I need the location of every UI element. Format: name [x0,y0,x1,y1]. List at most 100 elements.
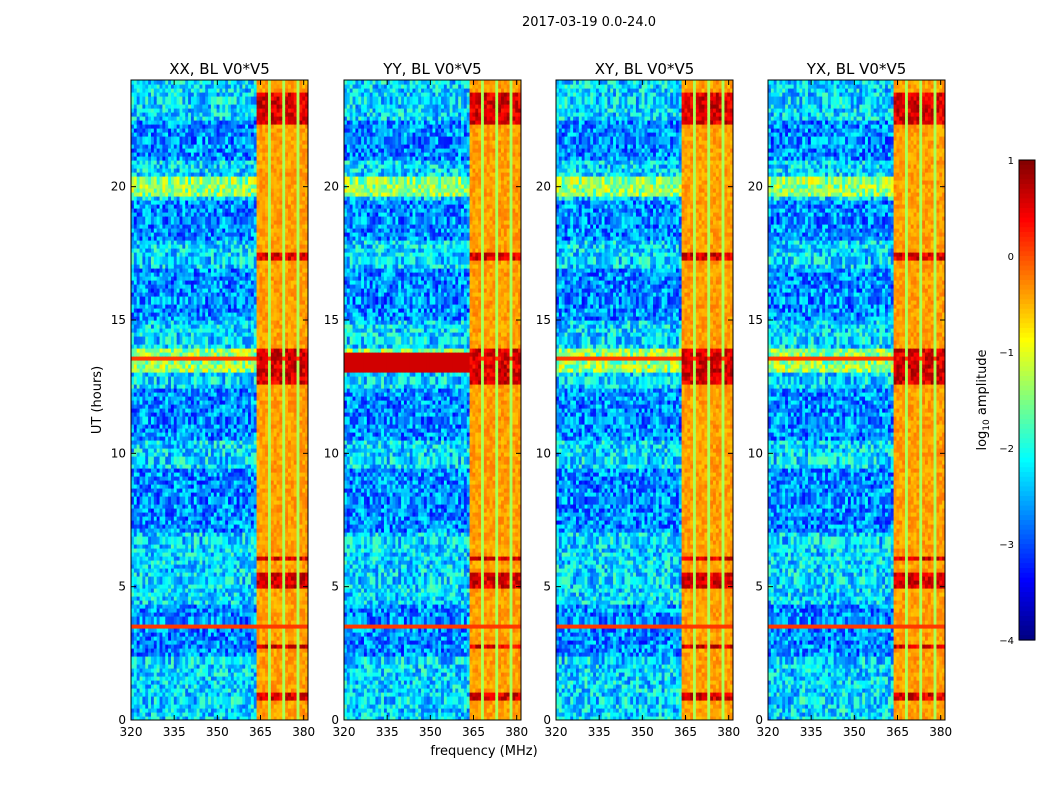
heatmap-cell [156,420,161,425]
heatmap-cell [208,288,212,293]
heatmap-cell [136,548,141,553]
heatmap-cell [170,352,175,357]
heatmap-cell [210,432,215,437]
heatmap-cell [156,648,161,653]
heatmap-cell [176,160,181,165]
heatmap-cell [176,80,181,85]
heatmap-cell [153,88,158,93]
heatmap-cell [210,680,215,685]
heatmap-cell [213,580,218,585]
heatmap-cell [145,532,149,537]
heatmap-cell [202,156,206,161]
heatmap-cell [170,216,175,221]
heatmap-cell [165,704,169,709]
heatmap-cell [176,704,181,709]
heatmap-cell [168,120,172,125]
heatmap-cell [188,176,192,181]
heatmap-cell [145,336,149,341]
heatmap-cell [179,236,183,241]
heatmap-cell [142,204,146,209]
heatmap-cell [133,124,138,129]
heatmap-cell [213,172,218,177]
heatmap-cell [168,576,172,581]
heatmap-cell [176,132,181,137]
heatmap-cell [188,624,192,629]
heatmap-cell [208,268,212,273]
heatmap-cell [188,648,192,653]
heatmap-cell [159,168,163,173]
heatmap-cell [153,416,158,421]
heatmap-cell [199,292,203,297]
heatmap-cell [210,512,215,517]
heatmap-cell [196,196,201,201]
heatmap-cell [173,340,178,345]
heatmap-cell [179,80,183,85]
heatmap-cell [205,524,209,529]
heatmap-cell [213,424,218,429]
heatmap-cell [188,584,192,589]
heatmap-cell [153,240,158,245]
heatmap-cell [148,536,152,541]
heatmap-cell [210,684,215,689]
heatmap-cell [179,252,183,257]
heatmap-cell [139,392,144,397]
heatmap-cell [133,476,138,481]
heatmap-cell [199,440,203,445]
heatmap-cell [162,296,166,301]
heatmap-cell [208,388,212,393]
heatmap-cell [131,336,135,341]
heatmap-cell [208,332,212,337]
heatmap-cell [170,568,175,573]
heatmap-cell [159,368,163,373]
heatmap-cell [159,400,163,405]
heatmap-cell [133,328,138,333]
heatmap-cell [193,668,198,673]
heatmap-cell [216,568,221,573]
heatmap-cell [159,248,163,253]
heatmap-cell [148,540,152,545]
heatmap-cell [188,348,192,353]
heatmap-cell [190,184,195,189]
heatmap-cell [176,636,181,641]
heatmap-cell [176,152,181,157]
heatmap-cell [216,388,221,393]
heatmap-cell [148,308,152,313]
heatmap-cell [159,148,163,153]
heatmap-cell [213,316,218,321]
heatmap-cell [208,572,212,577]
heatmap-cell [188,604,192,609]
heatmap-cell [159,704,163,709]
heatmap-cell [205,276,209,281]
heatmap-cell [156,404,161,409]
heatmap-cell [156,668,161,673]
heatmap-cell [205,428,209,433]
heatmap-cell [139,276,144,281]
heatmap-cell [193,364,198,369]
heatmap-cell [173,396,178,401]
heatmap-cell [170,188,175,193]
heatmap-cell [208,280,212,285]
heatmap-cell [208,668,212,673]
heatmap-cell [148,424,152,429]
heatmap-cell [216,252,221,257]
heatmap-cell [165,668,169,673]
heatmap-cell [131,232,135,237]
heatmap-cell [216,148,221,153]
heatmap-cell [165,460,169,465]
heatmap-cell [159,512,163,517]
heatmap-cell [153,564,158,569]
heatmap-cell [150,552,155,557]
heatmap-cell [150,280,155,285]
heatmap-cell [216,220,221,225]
heatmap-cell [199,320,203,325]
heatmap-cell [148,380,152,385]
heatmap-cell [142,520,146,525]
heatmap-cell [139,704,144,709]
heatmap-cell [168,368,172,373]
heatmap-cell [159,504,163,509]
heatmap-cell [216,192,221,197]
heatmap-cell [156,676,161,681]
heatmap-cell [182,116,186,121]
heatmap-cell [165,84,169,89]
heatmap-cell [170,344,175,349]
